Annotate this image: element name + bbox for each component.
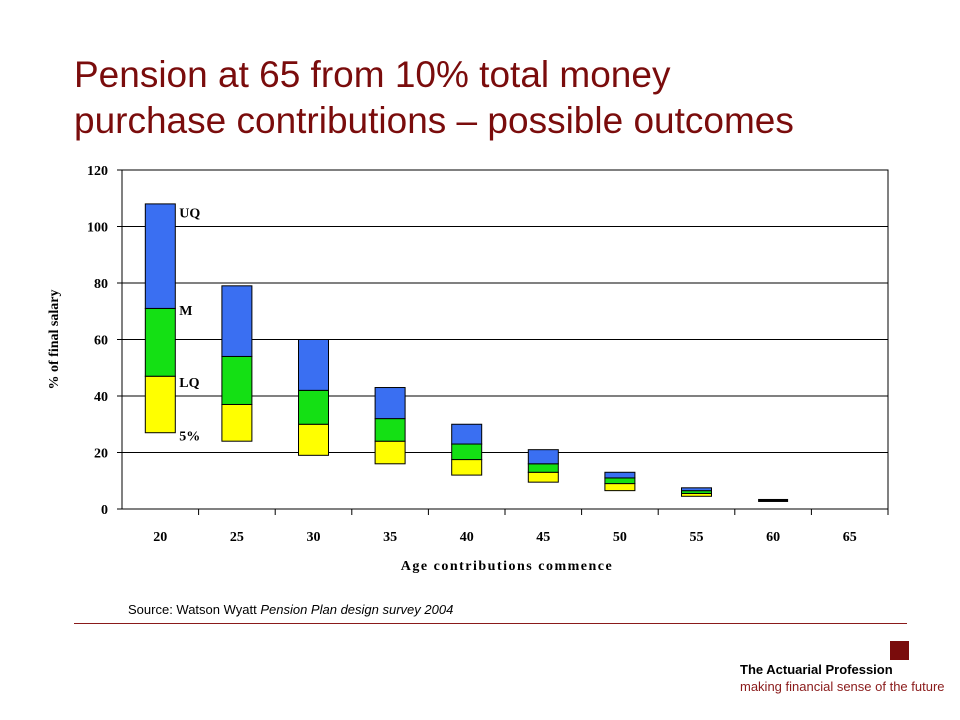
bar-35-lq-m <box>374 418 406 442</box>
bar-40-p5-lq <box>451 459 483 476</box>
bar-40-lq-m <box>451 443 483 461</box>
bar-25-p5-lq <box>221 403 253 442</box>
x-axis-title: Age contributions commence <box>401 559 613 574</box>
y-tick-label-80: 80 <box>94 277 108 292</box>
bar-20-lq-m <box>144 307 176 377</box>
bar-55-m-uq <box>681 487 712 492</box>
x-tick-label-45: 45 <box>536 530 550 545</box>
band-label-m: M <box>179 304 192 319</box>
y-tick-label-120: 120 <box>87 164 108 179</box>
x-tick-label-60: 60 <box>766 530 780 545</box>
bar-25-m-uq <box>221 285 253 357</box>
y-tick-label-0: 0 <box>101 503 108 518</box>
bar-45-p5-lq <box>527 471 559 483</box>
x-tick-label-30: 30 <box>307 530 321 545</box>
band-label-lq: LQ <box>179 376 199 391</box>
brand-name: The Actuarial Profession <box>740 662 893 677</box>
y-tick-label-40: 40 <box>94 390 108 405</box>
x-tick-label-25: 25 <box>230 530 244 545</box>
bar-60-range <box>758 498 789 502</box>
labels: 0 20 40 60 80 100 120 20 25 30 35 40 45 50 55 60 65 Age c… <box>47 164 857 574</box>
footer-rule <box>74 623 907 624</box>
bar-45-lq-m <box>527 463 559 473</box>
y-tick-label-100: 100 <box>87 221 108 236</box>
x-tick-label-65: 65 <box>843 530 857 545</box>
bar-30-p5-lq <box>298 423 329 456</box>
y-tick-label-20: 20 <box>94 447 108 462</box>
source-survey-name: Pension Plan design survey 2004 <box>260 602 454 617</box>
x-tick-label-40: 40 <box>460 530 474 545</box>
x-tick-label-20: 20 <box>153 530 167 545</box>
bar-30-m-uq <box>298 339 329 391</box>
bars <box>144 203 789 502</box>
band-label-5pct: 5% <box>179 430 200 445</box>
bar-45-m-uq <box>527 449 559 465</box>
bar-35-m-uq <box>374 387 406 420</box>
source-prefix: Source: Watson Wyatt <box>128 602 261 617</box>
slide-title-line-2: purchase contributions – possible outcom… <box>74 100 794 141</box>
bar-25-lq-m <box>221 355 253 405</box>
bar-50-lq-m <box>604 477 636 485</box>
brand-tagline: making financial sense of the future <box>740 679 945 694</box>
bar-50-p5-lq <box>604 483 636 492</box>
brand-square-logo <box>890 641 909 660</box>
bar-35-p5-lq <box>374 440 406 465</box>
x-tick-label-50: 50 <box>613 530 627 545</box>
bar-20-p5-lq <box>144 375 176 434</box>
axes <box>117 169 889 515</box>
gridlines <box>122 226 888 453</box>
bar-40-m-uq <box>451 423 483 445</box>
x-tick-label-35: 35 <box>383 530 397 545</box>
bar-30-lq-m <box>298 389 329 425</box>
x-tick-label-55: 55 <box>690 530 704 545</box>
bar-20-m-uq <box>144 203 176 309</box>
slide-title-line-1: Pension at 65 from 10% total money <box>74 54 671 95</box>
slide-title: Pension at 65 from 10% total money purch… <box>74 52 934 144</box>
y-axis-title: % of final salary <box>47 290 62 390</box>
source-note: Source: Watson Wyatt Pension Plan design… <box>128 602 453 617</box>
y-tick-label-60: 60 <box>94 334 108 349</box>
pension-outcomes-chart: 0 20 40 60 80 100 120 20 25 30 35 40 45 50 55 60 65 Age c… <box>47 164 889 574</box>
band-label-uq: UQ <box>179 206 200 221</box>
bar-50-m-uq <box>604 471 636 479</box>
